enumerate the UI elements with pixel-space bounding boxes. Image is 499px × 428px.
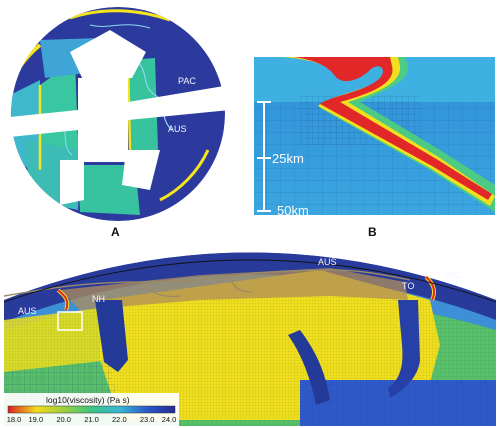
- panel-c-label-nh: NH: [92, 294, 105, 304]
- panel-b-depth-25km: 25km: [272, 151, 304, 166]
- panel-a-caption: A: [111, 225, 120, 239]
- colorbar-tick-label: 21.0: [84, 415, 99, 424]
- panel-b-zoom: [254, 57, 495, 215]
- panel-b-depth-50km: 50km: [277, 203, 309, 218]
- colorbar-tick-label: 22.0: [112, 415, 127, 424]
- panel-c-label-to: TO: [402, 281, 414, 291]
- panel-a-label-pac: PAC: [178, 76, 196, 86]
- panel-b-caption: B: [368, 225, 377, 239]
- colorbar-tick-label: 20.0: [56, 415, 71, 424]
- panel-c-label-aus-left: AUS: [18, 306, 37, 316]
- colorbar-tick-label: 24.0: [162, 415, 177, 424]
- panel-a-label-aus: AUS: [168, 124, 187, 134]
- colorbar-tick-label: 18.0: [7, 415, 22, 424]
- panel-c-label-aus-right: AUS: [318, 257, 337, 267]
- colorbar-title: log10(viscosity) (Pa s): [46, 395, 130, 405]
- colorbar-tick-label: 23.0: [140, 415, 155, 424]
- colorbar: log10(viscosity) (Pa s) 18.0 19.0 20.0 21.0…: [4, 393, 179, 426]
- colorbar-gradient: [7, 405, 176, 414]
- colorbar-ticks: 18.0 19.0 20.0 21.0 22.0 23.0 24.0: [7, 415, 177, 424]
- panel-c-label-pac: PAC: [444, 270, 462, 280]
- panel-a-sphere: PAC AUS: [0, 7, 230, 221]
- colorbar-tick-label: 19.0: [29, 415, 44, 424]
